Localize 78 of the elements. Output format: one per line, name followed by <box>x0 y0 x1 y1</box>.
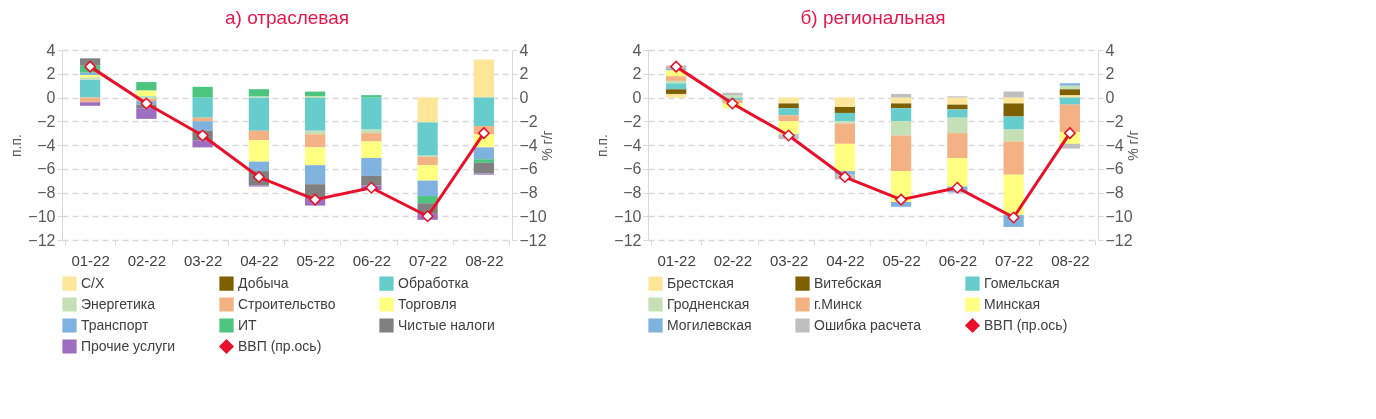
y-tick-label: −12 <box>614 231 642 249</box>
y2-tick-label: −6 <box>519 160 538 178</box>
y2-tick-label: 0 <box>519 89 529 106</box>
legend-label: ВВП (пр.ось) <box>984 316 1068 333</box>
legend-label: Брестская <box>667 274 734 291</box>
y2-tick-label: −8 <box>1105 184 1124 201</box>
y-axis-title: п.п. <box>8 134 25 157</box>
y-tick-label: −8 <box>623 184 642 201</box>
y-tick-label: 4 <box>46 41 56 59</box>
x-tick-label: 04-22 <box>826 251 865 269</box>
legend-label: Обработка <box>398 274 469 291</box>
y2-tick-label: 4 <box>519 41 529 59</box>
x-tick-label: 04-22 <box>240 251 279 269</box>
y2-tick-label: −12 <box>1105 231 1133 249</box>
legend-label: Могилевская <box>667 316 752 333</box>
x-tick-label: 05-22 <box>296 251 335 269</box>
y-tick-label: −10 <box>28 207 56 225</box>
y2-axis-title: % г/г <box>538 130 555 161</box>
y2-tick-label: −10 <box>519 207 547 225</box>
legend-label: ВВП (пр.ось) <box>238 337 322 354</box>
legend-label: Гродненская <box>667 295 750 312</box>
y-tick-label: −2 <box>623 112 642 130</box>
x-tick-label: 03-22 <box>769 251 809 269</box>
y-tick-label: −12 <box>28 231 56 249</box>
y-tick-label: 0 <box>632 89 642 106</box>
chart-title: а) отраслевая <box>224 7 350 28</box>
y2-axis-title: % г/г <box>1124 130 1141 161</box>
legend-label: Витебская <box>814 274 882 291</box>
y2-tick-label: 0 <box>1105 89 1115 106</box>
x-tick-label: 06-22 <box>352 251 392 269</box>
chart-title: б) региональная <box>800 7 946 28</box>
legend-label: Минская <box>984 295 1041 312</box>
legend-label: Гомельская <box>984 274 1060 291</box>
y2-tick-label: 2 <box>519 65 529 83</box>
legend-label: Энергетика <box>81 295 156 312</box>
x-tick-label: 08-22 <box>1051 251 1090 269</box>
y2-tick-label: −10 <box>1105 207 1133 225</box>
y-tick-label: 4 <box>632 41 642 59</box>
legend-label: Добыча <box>238 274 289 291</box>
x-tick-label: 08-22 <box>465 251 504 269</box>
x-tick-label: 02-22 <box>127 251 167 269</box>
legend-label: г.Минск <box>814 295 863 312</box>
x-tick-label: 07-22 <box>408 251 448 269</box>
legend-label: Ошибка расчета <box>814 316 922 333</box>
y2-tick-label: −6 <box>1105 160 1124 178</box>
legend-label: Прочие услуги <box>81 337 176 354</box>
legend-label: Чистые налоги <box>398 316 495 333</box>
y-axis-title: п.п. <box>594 134 611 157</box>
x-tick-label: 01-22 <box>71 251 110 269</box>
x-tick-label: 05-22 <box>882 251 921 269</box>
y-tick-label: 2 <box>46 65 56 83</box>
y2-tick-label: 2 <box>1105 65 1115 83</box>
y-tick-label: −4 <box>37 136 56 154</box>
y-tick-label: −6 <box>623 160 642 178</box>
x-tick-label: 03-22 <box>183 251 223 269</box>
legend-label: Торговля <box>398 295 457 312</box>
legend-label: С/Х <box>81 274 105 291</box>
y-tick-label: −6 <box>37 160 56 178</box>
y-tick-label: −2 <box>37 112 56 130</box>
x-tick-label: 01-22 <box>657 251 696 269</box>
legend-label: ИТ <box>238 316 258 333</box>
y2-tick-label: −4 <box>519 136 538 154</box>
legend-label: Транспорт <box>81 316 149 333</box>
x-tick-label: 07-22 <box>994 251 1034 269</box>
y2-tick-label: −8 <box>519 184 538 201</box>
y2-tick-label: −4 <box>1105 136 1124 154</box>
x-tick-label: 02-22 <box>713 251 753 269</box>
y-tick-label: 2 <box>632 65 642 83</box>
y2-tick-label: 4 <box>1105 41 1115 59</box>
y2-tick-label: −12 <box>519 231 547 249</box>
y-tick-label: 0 <box>46 89 56 106</box>
legend-label: Строительство <box>238 295 336 312</box>
y-tick-label: −10 <box>614 207 642 225</box>
y2-tick-label: −2 <box>1105 112 1124 130</box>
x-tick-label: 06-22 <box>938 251 978 269</box>
y2-tick-label: −2 <box>519 112 538 130</box>
y-tick-label: −8 <box>37 184 56 201</box>
y-tick-label: −4 <box>623 136 642 154</box>
